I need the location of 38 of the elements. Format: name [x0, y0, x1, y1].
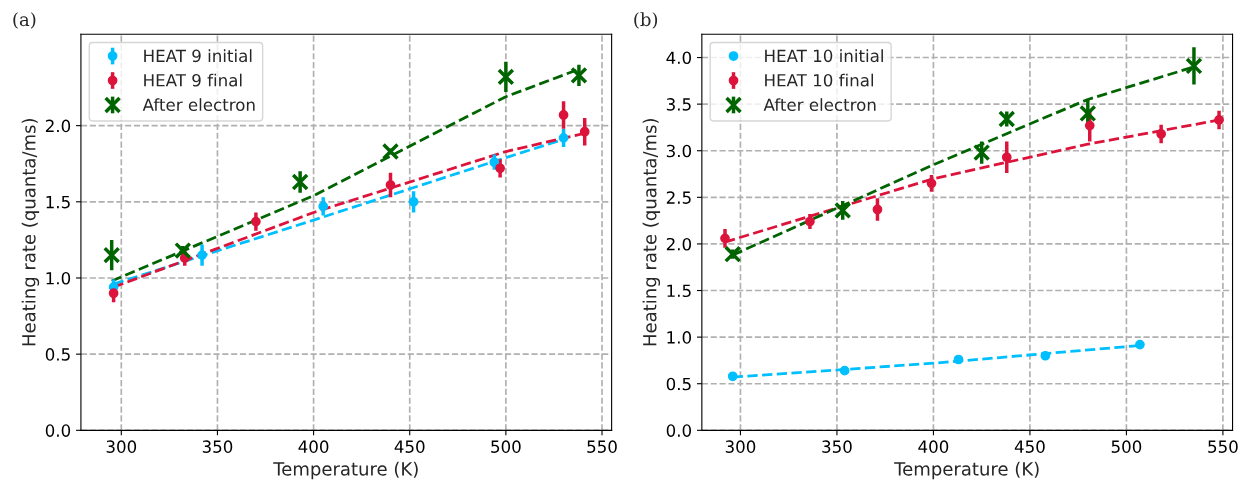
chart-title: (a) [13, 12, 36, 29]
y-tick-label: 1.5 [46, 195, 70, 209]
x-tick-label: 500 [491, 440, 521, 453]
x-tick-label: 450 [1014, 440, 1045, 453]
y-tick-label: 2.0 [45, 119, 71, 133]
x-axis-title: Temperature (K) [894, 461, 1039, 480]
y-tick-label: 3.5 [666, 98, 691, 111]
x-tick-label: 300 [106, 440, 137, 453]
x-tick-label: 500 [1111, 440, 1142, 453]
legend-label: After electron [142, 98, 255, 112]
legend-label: HEAT 10 final [765, 73, 874, 87]
y-tick-label: 2.0 [666, 237, 692, 251]
x-tick-label: 400 [918, 440, 949, 453]
legend-label: HEAT 9 final [144, 73, 242, 87]
x-tick-label: 450 [394, 440, 425, 453]
legend-label: HEAT 9 initial [144, 49, 252, 63]
y-axis-title: Heating rate (quanta/ms) [21, 119, 40, 346]
y-tick-label: 1.0 [667, 331, 692, 344]
x-axis-title: Temperature (K) [273, 461, 418, 480]
y-tick-label: 0.5 [45, 348, 70, 361]
y-tick-label: 1.0 [46, 271, 71, 285]
y-axis-title: Heating rate (quanta/ms) [642, 119, 661, 346]
y-tick-label: 2.5 [666, 191, 691, 204]
y-tick-label: 4.0 [666, 51, 692, 65]
x-tick-label: 400 [298, 440, 329, 453]
x-tick-label: 350 [822, 440, 852, 453]
x-tick-label: 300 [725, 440, 756, 453]
legend-label: HEAT 10 initial [765, 49, 883, 63]
y-tick-label: 3.0 [666, 144, 692, 158]
legend-label: After electron [763, 98, 876, 112]
y-tick-label: 0.5 [666, 377, 691, 391]
y-tick-label: 1.5 [667, 284, 691, 298]
x-tick-label: 350 [202, 440, 233, 453]
x-tick-label: 550 [1208, 440, 1238, 453]
chart-title: (b) [634, 12, 658, 29]
x-tick-label: 550 [587, 440, 617, 453]
y-tick-label: 0.0 [666, 424, 692, 437]
y-tick-label: 0.0 [45, 424, 71, 437]
